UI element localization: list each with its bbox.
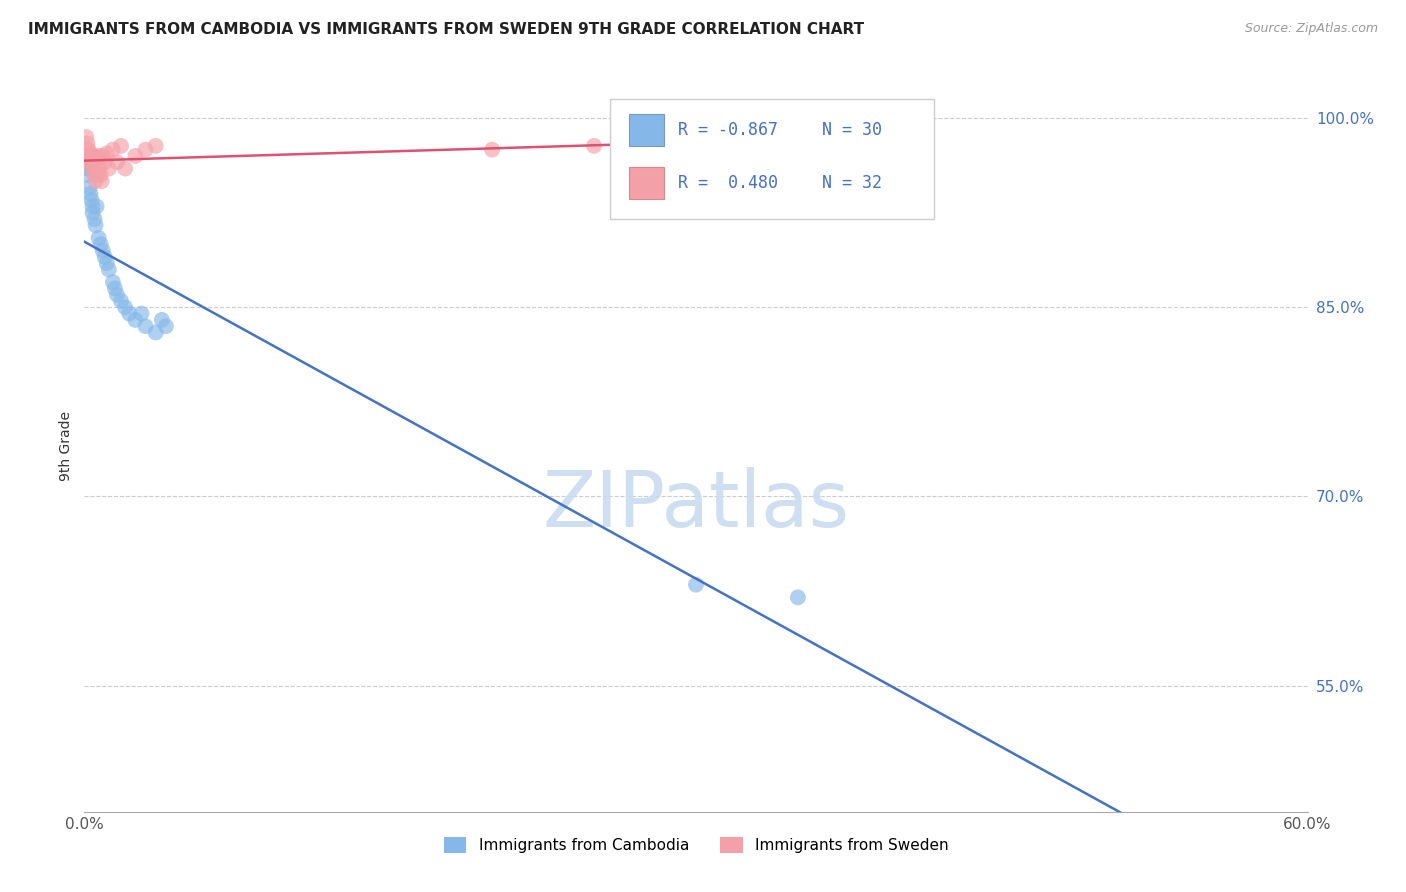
Point: [91, 244, 114, 258]
Point: [93, 155, 115, 169]
Point: [105, 155, 128, 169]
Point: [124, 313, 146, 327]
Point: [82, 205, 104, 219]
Point: [86, 168, 108, 182]
Point: [787, 591, 810, 605]
Point: [90, 168, 112, 182]
Point: [101, 143, 124, 157]
Point: [79, 146, 101, 161]
Text: N = 32: N = 32: [823, 174, 882, 192]
Point: [481, 143, 503, 157]
Point: [131, 307, 153, 321]
Point: [83, 168, 105, 182]
Point: [77, 143, 100, 157]
Point: [101, 275, 124, 289]
Point: [83, 155, 105, 169]
Point: [118, 307, 141, 321]
Point: [685, 578, 707, 592]
Text: ZIPatlas: ZIPatlas: [543, 467, 849, 542]
Point: [84, 219, 107, 233]
Point: [135, 143, 157, 157]
Point: [75, 168, 97, 182]
Point: [583, 139, 606, 153]
Point: [87, 231, 110, 245]
Point: [110, 139, 132, 153]
Point: [77, 149, 100, 163]
Point: [75, 130, 97, 145]
Point: [105, 287, 128, 301]
Point: [97, 161, 120, 176]
Point: [90, 174, 112, 188]
Point: [83, 149, 105, 163]
Point: [114, 161, 136, 176]
Point: [97, 262, 120, 277]
Point: [145, 139, 167, 153]
Point: [80, 158, 103, 172]
Point: [89, 161, 111, 176]
Point: [82, 161, 104, 176]
FancyBboxPatch shape: [628, 114, 664, 146]
Point: [84, 174, 107, 188]
Legend: Immigrants from Cambodia, Immigrants from Sweden: Immigrants from Cambodia, Immigrants fro…: [437, 830, 955, 859]
Point: [79, 152, 101, 166]
Point: [96, 256, 118, 270]
Point: [90, 237, 112, 252]
Point: [86, 199, 108, 213]
Point: [77, 161, 100, 176]
Point: [145, 326, 167, 340]
Point: [80, 193, 103, 207]
Point: [79, 180, 101, 194]
Point: [135, 319, 157, 334]
Point: [87, 149, 110, 163]
FancyBboxPatch shape: [628, 167, 664, 199]
Point: [150, 313, 173, 327]
Y-axis label: 9th Grade: 9th Grade: [59, 411, 73, 481]
Point: [79, 186, 101, 201]
Text: Source: ZipAtlas.com: Source: ZipAtlas.com: [1244, 22, 1378, 36]
Point: [82, 199, 104, 213]
Point: [76, 136, 98, 151]
Point: [114, 300, 136, 314]
Point: [96, 146, 118, 161]
Point: [155, 319, 177, 334]
Point: [124, 149, 146, 163]
Point: [83, 212, 105, 227]
Point: [91, 149, 114, 163]
FancyBboxPatch shape: [610, 99, 935, 219]
Point: [79, 155, 101, 169]
Text: R = -0.867: R = -0.867: [678, 121, 778, 139]
Point: [93, 250, 115, 264]
Text: IMMIGRANTS FROM CAMBODIA VS IMMIGRANTS FROM SWEDEN 9TH GRADE CORRELATION CHART: IMMIGRANTS FROM CAMBODIA VS IMMIGRANTS F…: [28, 22, 865, 37]
Point: [110, 293, 132, 308]
Text: N = 30: N = 30: [823, 121, 882, 139]
Point: [104, 281, 127, 295]
Point: [86, 152, 108, 166]
Text: R =  0.480: R = 0.480: [678, 174, 778, 192]
